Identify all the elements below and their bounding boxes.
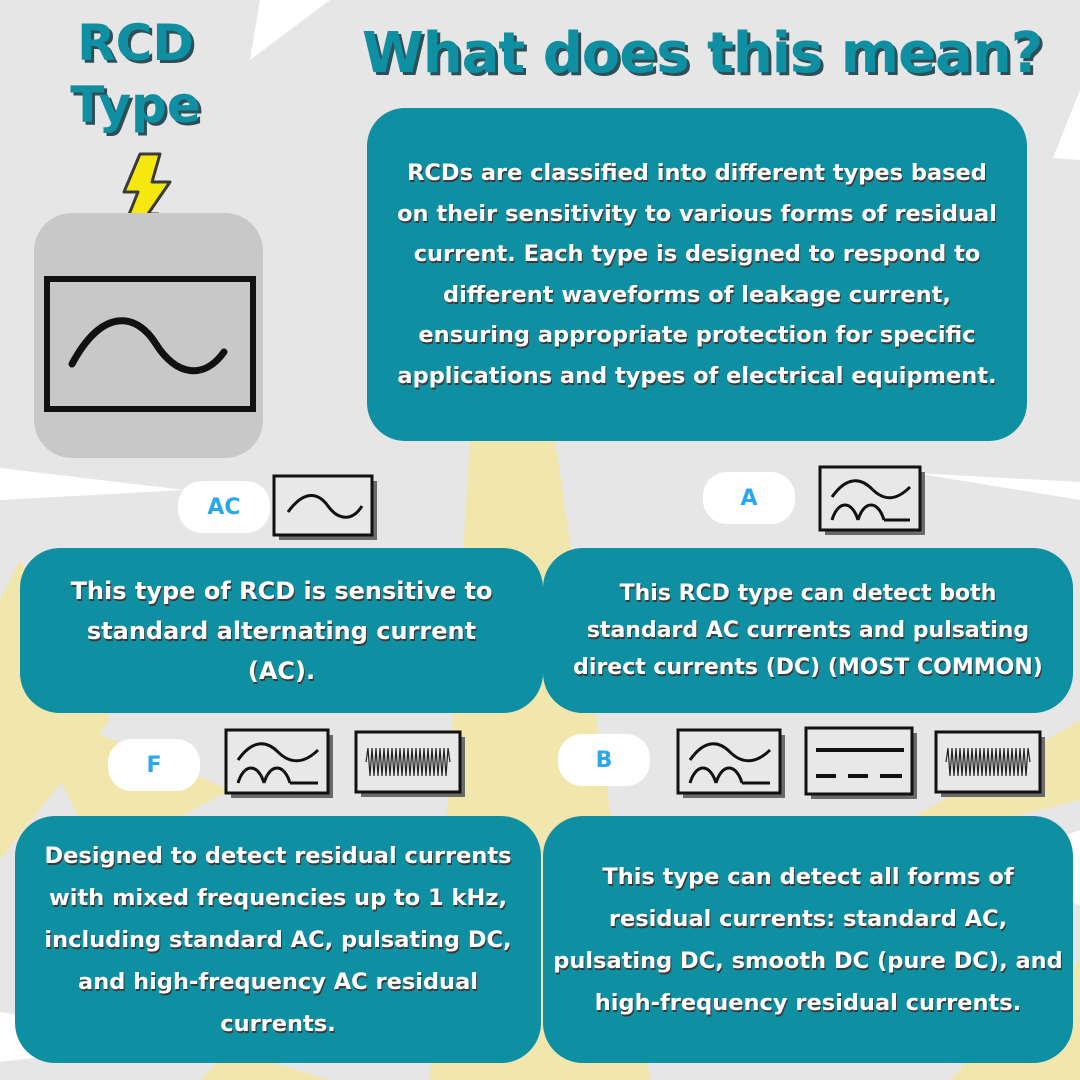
sine-pulsating-dc-icon xyxy=(676,728,785,798)
high-frequency-icon xyxy=(934,730,1045,797)
sine-pulsating-dc-icon xyxy=(818,465,925,535)
type-f-panel: Designed to detect residual currents wit… xyxy=(15,816,541,1063)
type-ac-panel: This type of RCD is sensitive to standar… xyxy=(20,548,543,713)
section-heading: What does this mean? xyxy=(362,21,1043,86)
intro-text: RCDs are classified into different types… xyxy=(397,160,997,389)
type-ac-description: This type of RCD is sensitive to standar… xyxy=(70,576,493,685)
sine-wave-icon xyxy=(44,276,256,412)
sine-pulsating-dc-icon xyxy=(224,728,333,798)
smooth-dc-icon xyxy=(804,726,917,799)
type-f-description: Designed to detect residual currents wit… xyxy=(44,842,512,1037)
intro-panel: RCDs are classified into different types… xyxy=(367,108,1027,441)
page-title: RCD Type xyxy=(70,14,201,134)
type-a-panel: This RCD type can detect both standard A… xyxy=(543,548,1073,713)
sine-wave-icon xyxy=(272,474,377,540)
type-b-panel: This type can detect all forms of residu… xyxy=(543,816,1073,1063)
rcd-icon-card xyxy=(34,213,263,458)
type-b-label: B xyxy=(558,734,650,786)
type-a-label: A xyxy=(703,472,795,524)
high-frequency-icon xyxy=(354,730,465,797)
type-b-description: This type can detect all forms of residu… xyxy=(553,863,1063,1016)
type-ac-label: AC xyxy=(178,481,270,533)
type-a-description: This RCD type can detect both standard A… xyxy=(573,581,1043,680)
type-f-label: F xyxy=(108,739,200,791)
